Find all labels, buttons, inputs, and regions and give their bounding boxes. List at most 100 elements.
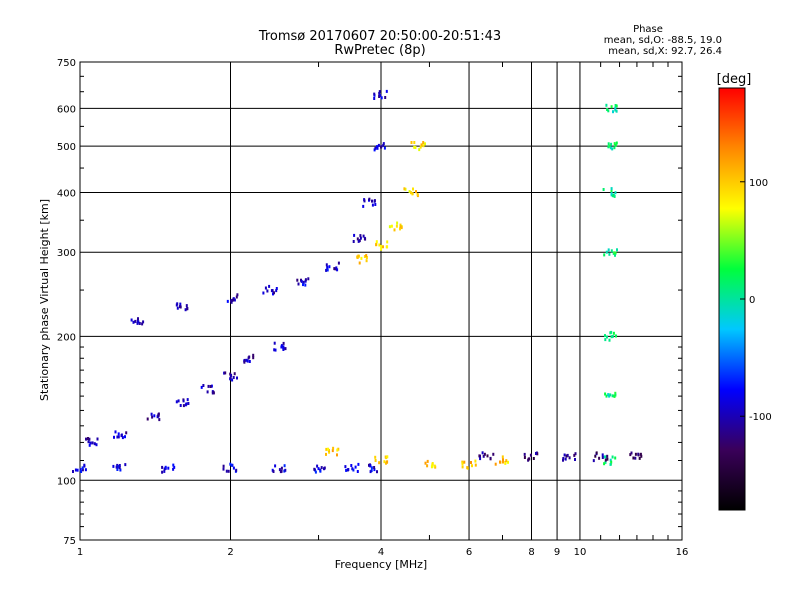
data-point: [637, 452, 640, 456]
data-point: [605, 394, 608, 398]
data-point: [603, 253, 606, 257]
data-point: [161, 470, 164, 474]
data-point: [609, 146, 612, 150]
data-point: [146, 417, 149, 421]
data-point: [121, 436, 124, 440]
data-point: [380, 145, 382, 149]
data-point: [88, 443, 91, 447]
data-point: [609, 331, 612, 335]
data-point: [502, 460, 504, 464]
data-point: [502, 458, 504, 462]
data-point: [88, 437, 91, 441]
data-point: [304, 278, 307, 282]
data-point: [605, 250, 608, 254]
data-point: [612, 110, 614, 114]
data-point: [604, 392, 607, 396]
data-point: [325, 268, 328, 272]
data-point: [175, 400, 178, 404]
data-point: [422, 141, 425, 144]
data-point: [374, 459, 377, 462]
data-point: [280, 344, 283, 348]
data-point: [410, 141, 413, 144]
data-point: [236, 376, 238, 380]
data-point: [603, 455, 606, 459]
data-point: [461, 460, 464, 464]
data-point: [157, 413, 160, 417]
data-point: [374, 455, 377, 459]
data-point: [229, 462, 232, 466]
data-point: [284, 347, 287, 351]
data-point: [505, 459, 508, 463]
data-point: [300, 279, 303, 283]
data-point: [247, 356, 250, 360]
data-point: [354, 465, 357, 469]
data-point: [150, 412, 153, 416]
data-point: [376, 470, 378, 474]
data-point: [612, 193, 615, 197]
data-point: [609, 462, 612, 466]
data-point: [151, 415, 154, 419]
y-tick-label: 200: [57, 332, 76, 343]
data-point: [481, 451, 484, 455]
data-point: [399, 223, 402, 227]
data-point: [433, 464, 436, 468]
data-point: [602, 188, 605, 191]
x-axis-label: Frequency [MHz]: [335, 558, 427, 571]
data-point: [607, 393, 610, 397]
data-point: [614, 391, 617, 395]
data-point: [466, 466, 469, 470]
data-point: [629, 453, 632, 457]
data-point: [373, 199, 376, 203]
data-point: [592, 459, 595, 463]
data-point: [158, 418, 161, 422]
data-point: [347, 468, 350, 471]
data-point: [284, 468, 287, 472]
data-point: [598, 456, 601, 460]
data-point: [378, 461, 381, 465]
data-point: [336, 453, 338, 457]
data-point: [353, 233, 356, 237]
data-point: [362, 204, 365, 208]
data-point: [378, 90, 381, 94]
data-point: [137, 320, 140, 324]
data-point: [80, 470, 83, 473]
data-point: [379, 94, 382, 97]
data-point: [614, 104, 617, 107]
data-point: [404, 187, 407, 191]
data-point: [499, 460, 501, 464]
data-point: [607, 109, 610, 113]
data-point: [325, 263, 328, 267]
data-point: [235, 295, 238, 299]
data-point: [568, 456, 571, 460]
data-point: [297, 282, 300, 286]
data-point: [182, 399, 185, 403]
data-point: [356, 470, 359, 473]
data-point: [382, 142, 385, 146]
data-point: [606, 335, 608, 339]
data-point: [612, 331, 615, 335]
data-point: [595, 451, 598, 455]
data-point: [377, 143, 380, 147]
data-point: [273, 348, 276, 352]
data-point: [278, 468, 281, 472]
data-point: [320, 466, 323, 470]
data-point: [230, 463, 233, 467]
data-point: [272, 470, 275, 473]
data-point: [132, 320, 135, 324]
data-point: [134, 319, 137, 323]
colorbar-tick-label: 100: [749, 178, 768, 189]
data-point: [283, 464, 286, 468]
data-point: [167, 466, 170, 470]
data-point: [365, 254, 368, 257]
data-point: [634, 456, 637, 460]
data-point: [461, 462, 464, 466]
data-point: [616, 248, 618, 252]
data-point: [403, 187, 406, 191]
data-point: [230, 299, 232, 303]
data-point: [118, 466, 121, 470]
data-point: [607, 248, 610, 252]
data-point: [225, 469, 228, 473]
phase-stats-o: mean, sd,O: -88.5, 19.0: [604, 35, 722, 46]
phase-stats-x: mean, sd,X: 92.7, 26.4: [608, 46, 722, 57]
data-point: [478, 454, 481, 458]
